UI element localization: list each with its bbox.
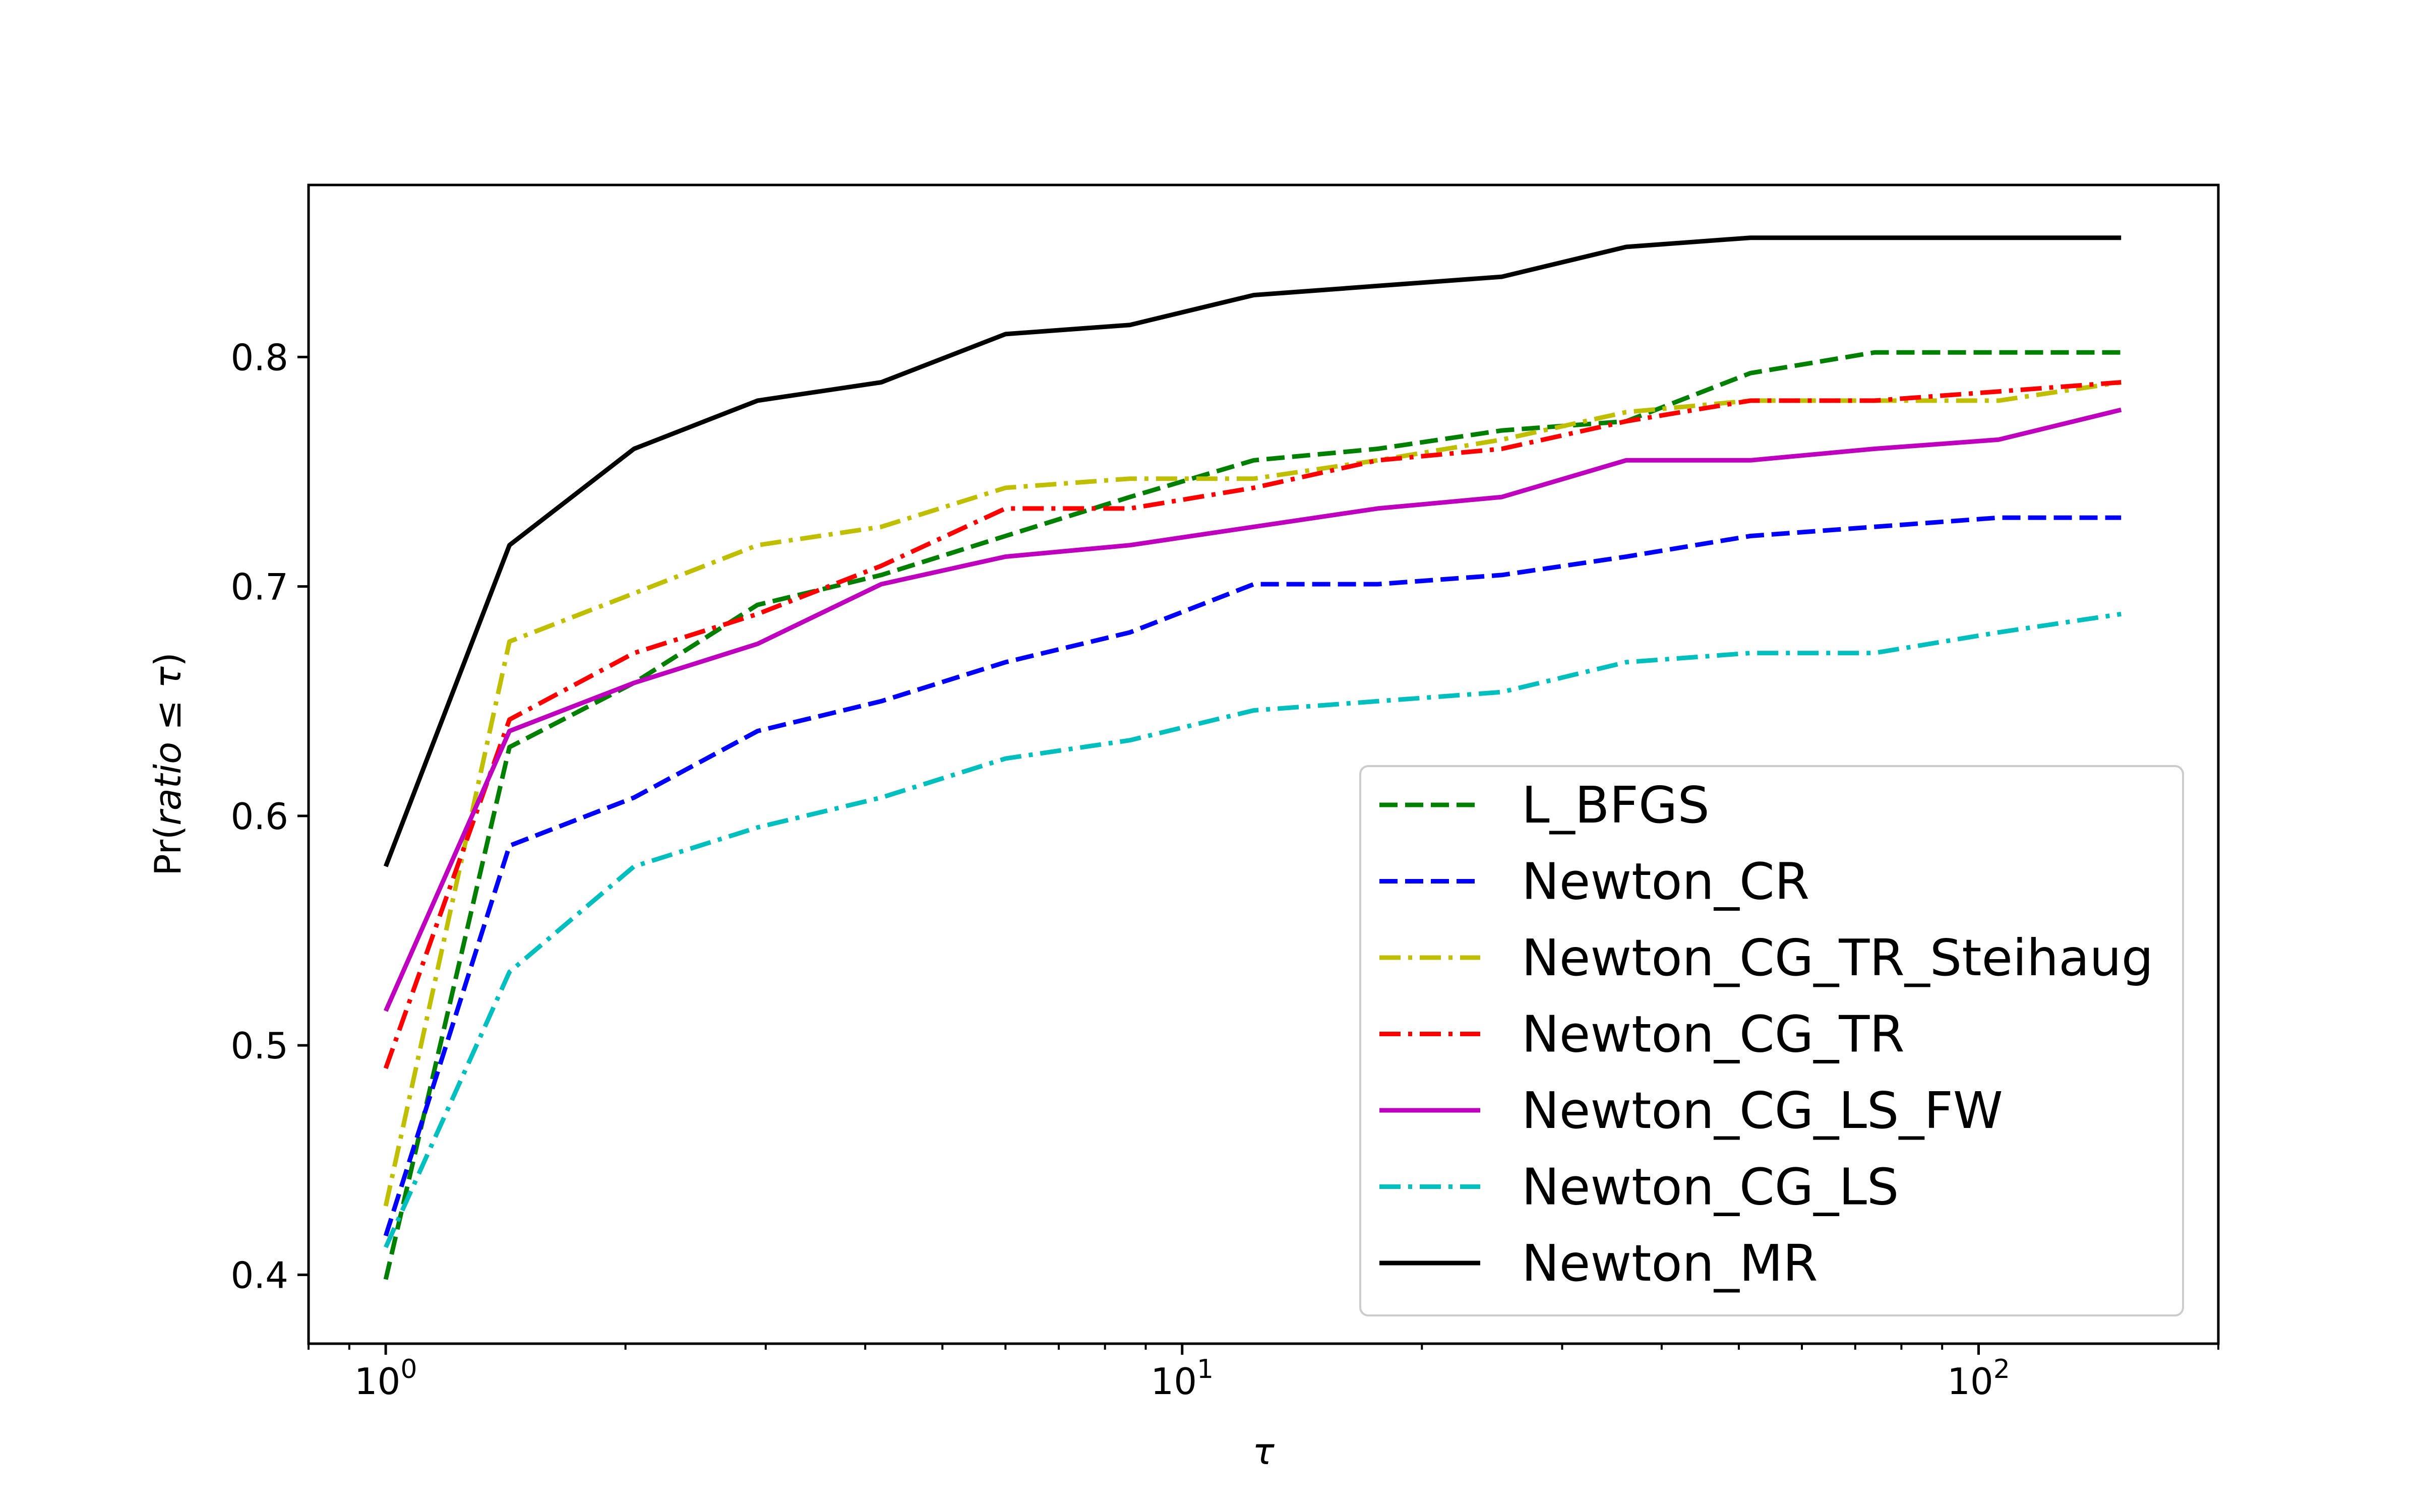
series-line-newton-cg-tr	[383, 380, 2122, 1069]
plot-lines	[383, 235, 2122, 1280]
legend-label-newton-cg-ls-fw: Newton_CG_LS_FW	[1522, 1081, 2003, 1140]
legend-label-newton-cg-ls: Newton_CG_LS	[1522, 1158, 1899, 1217]
series-line-newton-cr	[383, 515, 2122, 1237]
series-line-newton-cg-tr-steihaug	[383, 380, 2122, 1207]
y-label-part: Pr(	[147, 826, 189, 876]
x-tick-label: 100	[354, 1354, 417, 1403]
x-tick-label-base: 10	[354, 1360, 401, 1403]
legend-label-l-bfgs: L_BFGS	[1522, 776, 1710, 835]
x-tick-label: 101	[1151, 1354, 1214, 1403]
y-axis: 0.4 0.5 0.6 0.7 0.8	[230, 336, 309, 1296]
y-label-part: ≤	[147, 688, 189, 742]
legend-box	[1359, 765, 2184, 1316]
y-tick-label: 0.7	[230, 566, 288, 608]
x-tick-label-base: 10	[1947, 1360, 1993, 1403]
x-tick-label-base: 10	[1151, 1360, 1197, 1403]
series-line-newton-cg-ls	[383, 611, 2122, 1248]
legend-items: L_BFGS Newton_CR Newton_CG_TR_Steihaug Newt…	[1379, 776, 2153, 1293]
x-tick-label-exponent: 2	[1993, 1354, 2010, 1384]
y-axis-label: Pr(ratio ≤ τ)	[147, 652, 189, 875]
x-axis: 100 101 102	[308, 1344, 2219, 1403]
x-tick-label-exponent: 1	[1197, 1354, 1214, 1384]
x-tick-label-exponent: 0	[400, 1354, 417, 1384]
plot-frame	[307, 183, 2220, 1345]
y-tick-label: 0.6	[230, 795, 288, 838]
legend-label-newton-cr: Newton_CR	[1522, 852, 1809, 911]
y-label-part: )	[147, 652, 189, 666]
legend-label-newton-cg-tr-steihaug: Newton_CG_TR_Steihaug	[1522, 928, 2153, 987]
x-tick-label: 102	[1947, 1354, 2010, 1403]
y-tick-label: 0.8	[230, 336, 288, 379]
legend-label-newton-cg-tr: Newton_CG_TR	[1522, 1005, 1905, 1064]
y-label-part: τ	[147, 666, 189, 688]
y-tick-label: 0.5	[230, 1025, 288, 1067]
y-label-part: ratio	[147, 742, 189, 826]
series-line-l-bfgs	[383, 350, 2122, 1280]
x-axis-label: τ	[1252, 1430, 1275, 1473]
legend: L_BFGS Newton_CR Newton_CG_TR_Steihaug Newt…	[1359, 765, 2184, 1316]
legend-label-newton-mr: Newton_MR	[1522, 1234, 1818, 1293]
series-line-newton-mr	[383, 235, 2122, 867]
series-line-newton-cg-ls-fw	[383, 407, 2122, 1012]
y-tick-label: 0.4	[230, 1254, 288, 1296]
